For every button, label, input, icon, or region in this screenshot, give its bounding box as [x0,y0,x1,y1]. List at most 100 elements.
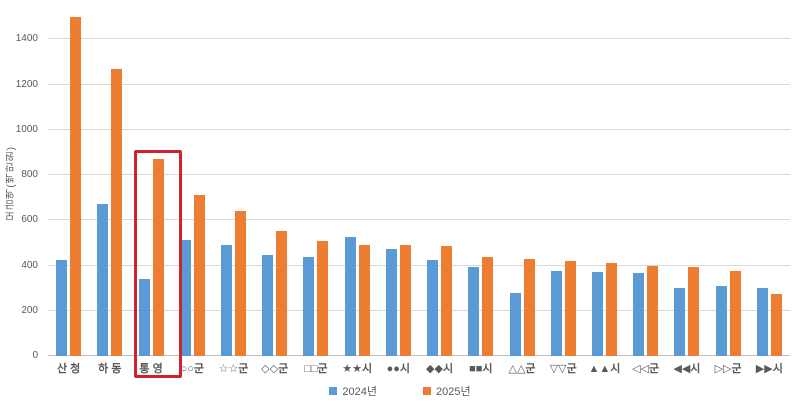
bar-group [584,10,625,356]
x-axis-label: ▽▽군 [549,363,577,375]
y-tick-label: 1400 [15,33,38,45]
plot-area [48,10,790,356]
bar-group [89,10,130,356]
bar-2024년 [674,288,686,356]
x-axis-line [48,355,790,356]
legend-item: 2025년 [423,383,471,399]
bar-2024년 [220,245,232,356]
bar-2024년 [756,288,768,356]
bar-group [708,10,749,356]
bar-2024년 [97,204,109,356]
bar-2024년 [550,271,562,356]
x-axis-label: ▲▲시 [588,363,621,375]
bar-group [295,10,336,356]
bar-2025년 [317,240,329,356]
bar-2024년 [715,285,727,356]
y-axis-ticks: 0 200 400 600 800 1000 1200 1400 [0,10,44,361]
bar-group [213,10,254,356]
y-tick-label: 800 [21,169,38,181]
bar-2024년 [179,239,191,356]
gridline [48,219,790,221]
x-axis-label: □□군 [304,363,328,375]
bar-group [625,10,666,356]
bar-2024년 [344,237,356,356]
bar-2024년 [591,272,603,356]
x-axis-label: ◁◁군 [632,363,660,375]
x-axis-label: ◀◀시 [673,363,701,375]
bar-group [749,10,790,356]
bar-2024년 [385,248,397,356]
bar-2024년 [262,255,274,356]
y-tick-label: 200 [21,304,38,316]
legend: 2024년 2025년 [0,383,800,399]
gridline [48,128,790,130]
bar-group [543,10,584,356]
bar-2025년 [193,195,205,356]
legend-swatch [423,387,431,395]
bar-2025년 [564,261,576,356]
y-tick-label: 1200 [15,78,38,90]
bar-group [254,10,295,356]
bar-2025년 [234,211,246,356]
bar-groups [48,10,790,356]
bar-2025년 [152,159,164,356]
bar-2025년 [523,258,535,356]
gridline [48,264,790,266]
gridline [48,174,790,176]
legend-item: 2024년 [329,383,377,399]
x-axis-labels: 산 청 하 동 통 영 ○○군 ☆☆군 ◇◇군 □□군 ★★시 ●●시 ◆◆시 ■■시 △△군 ▽▽군 ▲… [48,360,790,376]
bar-group [378,10,419,356]
x-axis-label: ★★시 [342,363,373,375]
x-axis-label: ●●시 [386,363,411,375]
y-tick-label: 600 [21,214,38,226]
bar-2025년 [647,265,659,356]
x-axis-label: ▷▷군 [714,363,742,375]
bar-2025년 [111,68,123,356]
bar-2025년 [399,245,411,356]
bar-2025년 [70,16,82,356]
bar-group [501,10,542,356]
bar-2025년 [441,246,453,356]
bar-2024년 [303,256,315,356]
bar-2024년 [138,279,150,356]
bar-group [130,10,171,356]
bar-group [172,10,213,356]
bar-2024년 [509,292,521,356]
bar-2025년 [605,263,617,356]
bar-2025년 [688,266,700,356]
legend-label: 2024년 [342,386,377,398]
x-axis-label: ☆☆군 [218,363,249,375]
x-axis-label: △△군 [508,363,536,375]
gridline [48,38,790,40]
bar-2024년 [468,266,480,356]
bar-2025년 [358,245,370,356]
bar-2025년 [770,293,782,356]
x-axis-label: ◇◇군 [261,363,289,375]
bar-2025년 [729,271,741,356]
bar-group [419,10,460,356]
y-tick-label: 1000 [15,123,38,135]
gridline [48,83,790,85]
bar-2024년 [427,259,439,356]
x-axis-label: 통 영 [139,363,163,375]
x-axis-label: ○○군 [180,363,204,375]
y-tick-label: 400 [21,259,38,271]
bar-group [460,10,501,356]
bar-2024년 [56,259,68,356]
bar-group [48,10,89,356]
bar-2024년 [633,273,645,356]
bar-group [337,10,378,356]
x-axis-label: ◆◆시 [426,363,454,375]
bar-group [666,10,707,356]
legend-label: 2025년 [436,386,471,398]
x-axis-label: ■■시 [469,363,493,375]
x-axis-label: 산 청 [56,363,81,375]
x-axis-label: ▶▶시 [755,363,783,375]
bar-2025년 [276,230,288,356]
y-tick-label: 0 [32,350,38,361]
legend-swatch [329,387,338,395]
gridline [48,309,790,311]
bar-2025년 [482,256,494,356]
x-axis-label: 하 동 [98,363,122,375]
